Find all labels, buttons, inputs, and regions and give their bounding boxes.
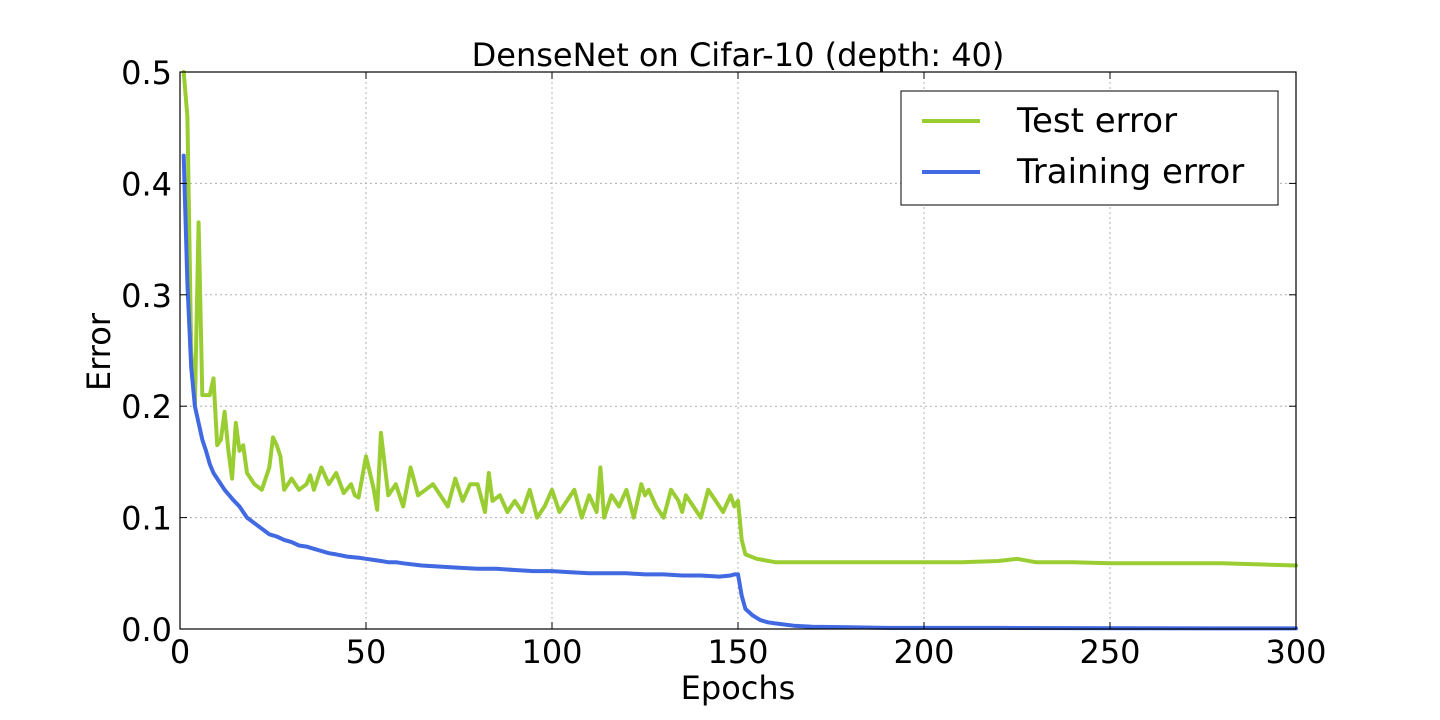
y-tick-label: 0.4 [121, 165, 172, 203]
x-tick-label: 200 [893, 633, 954, 671]
series-layer [181, 70, 1298, 631]
x-tick-label: 100 [521, 633, 582, 671]
x-tick-label: 300 [1265, 633, 1326, 671]
x-tick-label: 150 [707, 633, 768, 671]
y-axis-label: Error [80, 312, 118, 391]
x-axis-label: Epochs [681, 669, 796, 707]
legend-label-test-error: Test error [1016, 101, 1177, 141]
series-line-training-error [181, 153, 1298, 631]
y-tick-label: 0.0 [121, 611, 172, 649]
series-line-test-error [181, 70, 1298, 568]
y-tick-label: 0.3 [121, 277, 172, 315]
x-tick-label: 0 [170, 633, 190, 671]
x-tick-label: 50 [346, 633, 387, 671]
x-tick-label: 250 [1079, 633, 1140, 671]
tick-layer: 0 50 100 150 200 250 300 0.0 0.1 0.2 0.3 0.4 0.5 [121, 54, 1326, 671]
y-tick-label: 0.1 [121, 500, 172, 538]
y-tick-label: 0.5 [121, 54, 172, 92]
chart-title: DenseNet on Cifar-10 (depth: 40) [472, 36, 1005, 74]
legend-box [900, 90, 1279, 206]
legend-label-training-error: Training error [1016, 152, 1244, 192]
y-tick-label: 0.2 [121, 388, 172, 426]
legend: Test error Training error [900, 90, 1279, 206]
